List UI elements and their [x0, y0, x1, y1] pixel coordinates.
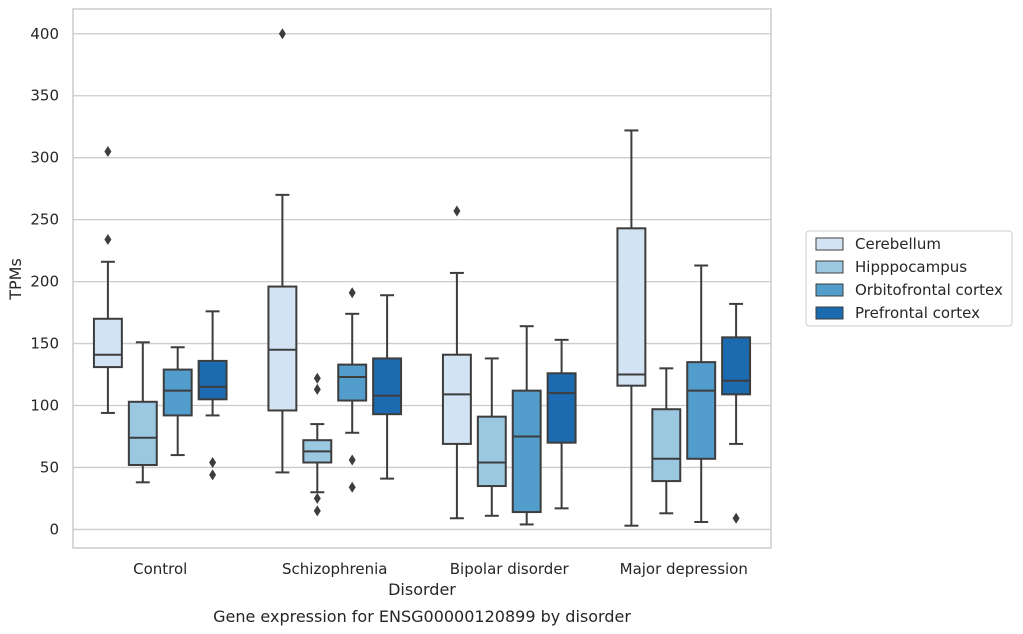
y-tick-label: 350 [30, 87, 59, 105]
plot-frame [72, 8, 772, 549]
iqr-box [162, 368, 193, 417]
legend-swatch [815, 306, 844, 320]
iqr-box [127, 400, 158, 466]
x-tick-labels: Control Schizophrenia Bipolar disorder Majo… [133, 560, 748, 578]
box-cerebellum [92, 145, 123, 414]
box-cerebellum [616, 129, 647, 527]
box-cerebellum [267, 28, 298, 474]
y-axis-label: TPMs [6, 258, 25, 301]
box-hipppocampus [302, 372, 333, 517]
outlier-point [104, 233, 112, 245]
x-tick-label: Bipolar disorder [450, 560, 570, 578]
chart-title: Gene expression for ENSG00000120899 by d… [213, 607, 631, 626]
outlier-point [313, 505, 321, 517]
box-orbitofrontal-cortex [511, 325, 542, 526]
legend-label: Cerebellum [855, 235, 941, 253]
iqr-box [267, 285, 298, 412]
iqr-box [476, 415, 507, 488]
iqr-box [616, 227, 647, 387]
x-tick-label: Major depression [620, 560, 748, 578]
outlier-point [209, 469, 217, 481]
legend-swatch [815, 260, 844, 274]
box-hipppocampus [651, 367, 682, 515]
box-prefrontal-cortex [721, 302, 752, 524]
iqr-box [511, 389, 542, 514]
y-tick-labels: 0 50 100 150 200 250 300 350 400 [30, 25, 59, 539]
box-prefrontal-cortex [197, 310, 228, 481]
iqr-box [441, 353, 472, 445]
x-tick-label: Control [133, 560, 187, 578]
y-tick-label: 0 [49, 520, 59, 538]
outlier-point [453, 205, 461, 217]
box-hipppocampus [127, 341, 158, 484]
y-tick-label: 250 [30, 211, 59, 229]
y-tick-label: 150 [30, 335, 59, 353]
outlier-point [104, 145, 112, 157]
x-tick-label: Schizophrenia [282, 560, 387, 578]
outlier-point [209, 457, 217, 469]
box-orbitofrontal-cortex [162, 346, 193, 457]
legend-swatch [815, 283, 844, 297]
legend-frame [805, 230, 1013, 327]
outlier-point [348, 454, 356, 466]
iqr-box [721, 336, 752, 396]
outlier-point [313, 372, 321, 384]
y-tick-label: 400 [30, 25, 59, 43]
y-tick-label: 50 [40, 458, 59, 476]
y-tick-label: 200 [30, 273, 59, 291]
box-cerebellum [441, 205, 472, 520]
legend-label: Hipppocampus [855, 258, 967, 276]
iqr-box [651, 408, 682, 483]
y-tick-label: 100 [30, 397, 59, 415]
legend-swatch [815, 237, 844, 251]
outlier-point [313, 383, 321, 395]
iqr-box [337, 363, 368, 402]
outlier-point [278, 28, 286, 40]
legend-label: Prefrontal cortex [855, 304, 980, 322]
box-orbitofrontal-cortex [686, 264, 717, 523]
outlier-point [313, 492, 321, 504]
iqr-box [686, 361, 717, 460]
iqr-box [197, 359, 228, 401]
x-axis-label: Disorder [388, 580, 456, 599]
box-series-group [92, 28, 752, 527]
box-hipppocampus [476, 357, 507, 517]
legend-label: Orbitofrontal cortex [855, 281, 1003, 299]
iqr-box [372, 357, 403, 416]
outlier-point [732, 512, 740, 524]
box-orbitofrontal-cortex [337, 287, 368, 493]
outlier-point [348, 287, 356, 299]
iqr-box [92, 317, 123, 369]
box-prefrontal-cortex [546, 338, 577, 510]
iqr-box [546, 372, 577, 444]
outlier-point [348, 481, 356, 493]
box-prefrontal-cortex [372, 294, 403, 480]
legend: Cerebellum Hipppocampus Orbitofrontal cort… [805, 230, 1013, 327]
y-tick-label: 300 [30, 149, 59, 167]
